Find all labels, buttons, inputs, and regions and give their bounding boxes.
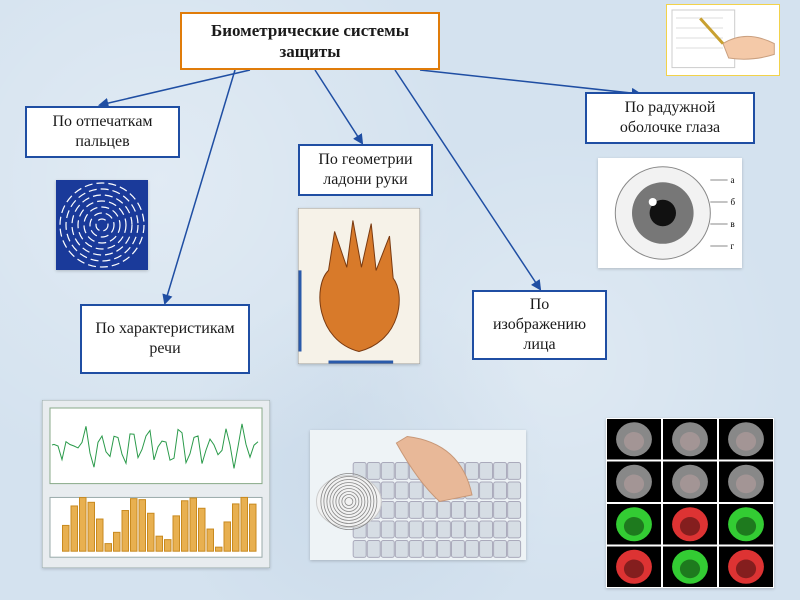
illustration-eye-img: а б в г bbox=[598, 158, 742, 268]
svg-text:б: б bbox=[730, 197, 735, 207]
illustration-speech-img bbox=[42, 400, 270, 568]
node-iris: По радужной оболочке глаза bbox=[585, 92, 755, 144]
node-palm: По геометрии ладони руки bbox=[298, 144, 433, 196]
node-label: По отпечаткам пальцев bbox=[35, 112, 170, 152]
root-node-title: Биометрические системы защиты bbox=[180, 12, 440, 70]
node-label: По геометрии ладони руки bbox=[308, 150, 423, 190]
svg-text:а: а bbox=[730, 175, 734, 185]
node-fingerprint: По отпечаткам пальцев bbox=[25, 106, 180, 158]
node-label: По характеристикам речи bbox=[90, 319, 240, 359]
illustration-fingerprint-img bbox=[56, 180, 148, 270]
svg-text:в: в bbox=[730, 219, 734, 229]
node-label: По радужной оболочке глаза bbox=[595, 98, 745, 138]
illustration-palm-img bbox=[298, 208, 420, 364]
node-label: По изображению лица bbox=[482, 295, 597, 355]
illustration-keyboard-img bbox=[310, 430, 526, 560]
node-face: По изображению лица bbox=[472, 290, 607, 360]
illustration-write-hand bbox=[666, 4, 780, 76]
svg-text:г: г bbox=[730, 241, 734, 251]
illustration-faces-img bbox=[606, 418, 774, 588]
node-speech: По характеристикам речи bbox=[80, 304, 250, 374]
root-node-label: Биометрические системы защиты bbox=[190, 20, 430, 63]
